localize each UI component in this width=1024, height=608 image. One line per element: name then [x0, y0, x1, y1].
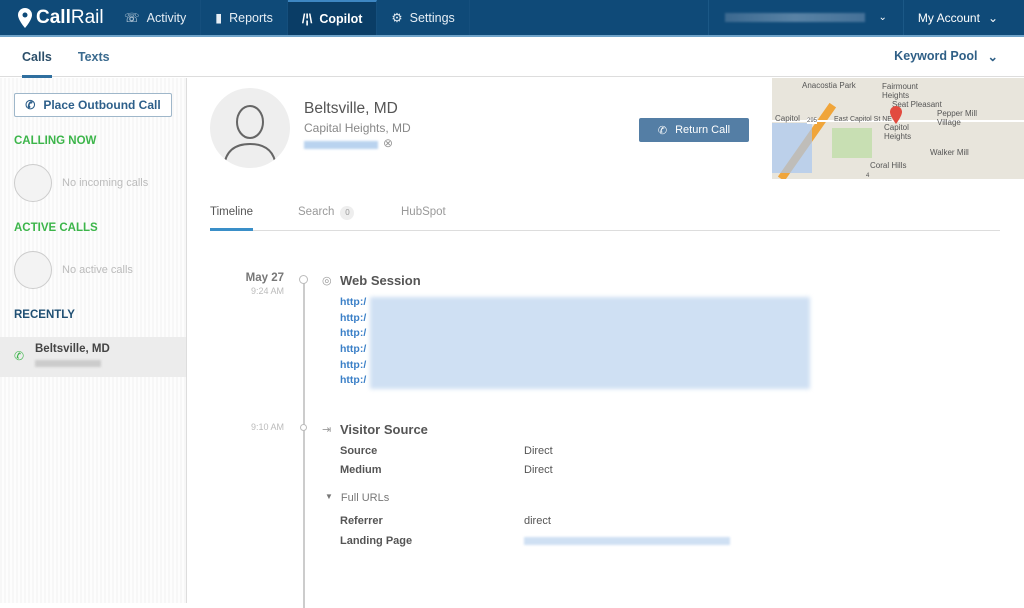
contact-location: Capital Heights, MD: [304, 121, 411, 135]
event-time: 9:24 AM: [250, 286, 284, 296]
medium-value: Direct: [524, 464, 553, 476]
main-panel: Beltsville, MD Capital Heights, MD ⊗ ✆ Re…: [188, 78, 1024, 608]
event-date: May 27: [245, 272, 284, 284]
nav-copilot[interactable]: /¦\ Copilot: [287, 0, 378, 35]
timeline-dot: [299, 275, 308, 284]
visitor-source-title: Visitor Source: [340, 422, 428, 437]
search-count-badge: 0: [340, 206, 355, 220]
landing-page-label: Landing Page: [340, 535, 413, 547]
contact-name: Beltsville, MD: [304, 100, 398, 117]
map-marker-icon: [890, 106, 902, 124]
sign-in-icon: ⇥: [322, 424, 332, 436]
place-outbound-call-button[interactable]: ✆ Place Outbound Call: [14, 93, 172, 117]
phone-icon: ✆: [25, 98, 36, 112]
sub-nav: Calls Texts Keyword Pool ⌄: [0, 37, 1024, 78]
keyword-pool-dropdown[interactable]: Keyword Pool ⌄: [894, 49, 998, 64]
session-url[interactable]: http:/: [340, 327, 367, 339]
tab-texts[interactable]: Texts: [77, 49, 110, 64]
calling-now-heading: CALLING NOW: [14, 135, 97, 147]
tab-search[interactable]: Search 0: [298, 206, 355, 220]
recent-call-item[interactable]: ✆ Beltsville, MD: [0, 337, 186, 377]
session-url[interactable]: http:/: [340, 374, 367, 386]
avatar-placeholder-icon: [14, 251, 52, 289]
session-url[interactable]: http:/: [340, 343, 367, 355]
session-url[interactable]: http:/: [340, 359, 367, 371]
no-incoming: No incoming calls: [14, 164, 148, 202]
event-time: 9:10 AM: [250, 422, 284, 432]
source-label: Source: [340, 445, 378, 457]
caret-down-icon: ▼: [325, 492, 333, 501]
avatar-placeholder-icon: [14, 164, 52, 202]
contact-phone-redacted: [304, 141, 378, 149]
urls-redacted: [370, 297, 810, 389]
nav-settings[interactable]: ⚙ Settings: [377, 0, 470, 35]
location-map[interactable]: Anacostia Park Fairmount Heights Seat Pl…: [772, 78, 1024, 179]
contact-avatar: [210, 88, 290, 168]
active-calls-heading: ACTIVE CALLS: [14, 222, 98, 234]
recently-heading: RECENTLY: [14, 309, 75, 321]
detail-tabs: Timeline Search 0 HubSpot: [210, 196, 1000, 231]
sidebar: ✆ Place Outbound Call CALLING NOW No inco…: [0, 78, 187, 603]
full-urls-toggle[interactable]: ▼ Full URLs: [325, 492, 390, 504]
clear-icon[interactable]: ⊗: [383, 136, 394, 150]
phone-icon: ✆: [657, 124, 668, 137]
chevron-down-icon: ⌄: [878, 12, 887, 23]
map-pin-icon: [18, 7, 32, 28]
chevron-down-icon: ⌄: [987, 50, 998, 64]
web-session-icon: ◎: [322, 275, 332, 287]
nav-reports[interactable]: ▮ Reports: [201, 0, 288, 35]
company-selector[interactable]: ⌄: [707, 0, 903, 35]
source-value: Direct: [524, 445, 553, 457]
bar-chart-icon: ▮: [215, 11, 223, 25]
phone-incoming-icon: ✆: [14, 349, 25, 363]
phone-redacted: [35, 360, 101, 367]
no-active: No active calls: [14, 251, 133, 289]
timeline-line: [303, 278, 305, 608]
company-name-redacted: [724, 13, 865, 22]
tab-calls[interactable]: Calls: [22, 37, 52, 78]
tab-timeline[interactable]: Timeline: [210, 206, 254, 231]
callrail-logo[interactable]: CallRail: [0, 7, 110, 29]
tab-hubspot[interactable]: HubSpot: [401, 206, 446, 218]
timeline-dot: [300, 424, 307, 431]
return-call-button[interactable]: ✆ Return Call: [639, 118, 749, 142]
gear-icon: ⚙: [391, 11, 403, 25]
referrer-label: Referrer: [340, 515, 383, 527]
medium-label: Medium: [340, 464, 382, 476]
top-nav: CallRail ☏ Activity ▮ Reports /¦\ Copilot ⚙…: [0, 0, 1024, 37]
copilot-icon: /¦\: [301, 11, 313, 26]
landing-page-redacted: [524, 537, 730, 545]
my-account-menu[interactable]: My Account ⌄: [902, 0, 1024, 35]
chevron-down-icon: ⌄: [987, 10, 998, 25]
session-url[interactable]: http:/: [340, 312, 367, 324]
session-url[interactable]: http:/: [340, 296, 367, 308]
referrer-value: direct: [524, 515, 551, 527]
web-session-title: Web Session: [340, 273, 421, 288]
nav-activity[interactable]: ☏ Activity: [110, 0, 202, 35]
phone-activity-icon: ☏: [124, 11, 140, 25]
